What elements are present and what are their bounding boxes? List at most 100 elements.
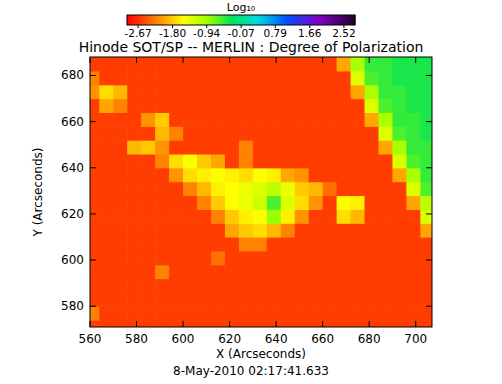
heatmap-cell xyxy=(281,292,296,306)
y-tick-label: 680 xyxy=(61,68,84,82)
colorbar-tick-label: 0.79 xyxy=(264,27,287,39)
x-tick-top xyxy=(322,57,323,63)
heatmap-cell xyxy=(225,209,240,223)
heatmap-cell xyxy=(197,154,212,168)
heatmap-cell xyxy=(99,182,114,196)
heatmap-cell xyxy=(211,154,226,168)
heatmap-cell xyxy=(90,251,100,265)
heatmap-cell xyxy=(141,237,156,251)
heatmap-cell xyxy=(392,306,407,320)
heatmap-cell xyxy=(323,265,338,279)
heatmap-cell xyxy=(420,85,432,99)
heatmap-cell xyxy=(309,85,324,99)
title: Hinode SOT/SP -- MERLIN : Degree of Pola… xyxy=(79,39,424,55)
heatmap-cell xyxy=(309,195,324,209)
heatmap-cell xyxy=(378,209,393,223)
heatmap-cell xyxy=(281,265,296,279)
heatmap-cell xyxy=(309,265,324,279)
heatmap-cell xyxy=(253,85,268,99)
heatmap-cell xyxy=(155,279,170,293)
heatmap-cell xyxy=(113,112,128,126)
heatmap-cell xyxy=(211,182,226,196)
heatmap-cell xyxy=(281,279,296,293)
heatmap-cell xyxy=(392,223,407,237)
heatmap-cell xyxy=(141,209,156,223)
heatmap-cell xyxy=(155,57,170,71)
heatmap-cell xyxy=(309,154,324,168)
heatmap-cell xyxy=(99,168,114,182)
heatmap-cell xyxy=(113,99,128,113)
heatmap-cell xyxy=(406,85,421,99)
x-tick-top xyxy=(90,57,91,63)
heatmap-cell xyxy=(337,223,352,237)
colorbar-label: Log₁₀ xyxy=(227,1,256,14)
heatmap-cell xyxy=(99,71,114,85)
heatmap-cell xyxy=(351,126,366,140)
heatmap-cell xyxy=(406,237,421,251)
heatmap-cell xyxy=(197,140,212,154)
heatmap-cell xyxy=(155,292,170,306)
heatmap-cell xyxy=(113,209,128,223)
heatmap-cell xyxy=(281,71,296,85)
heatmap-cell xyxy=(211,140,226,154)
heatmap-cell xyxy=(211,265,226,279)
heatmap-cell xyxy=(141,168,156,182)
heatmap-cell xyxy=(183,154,198,168)
x-tick-label: 680 xyxy=(358,332,381,346)
x-tick xyxy=(276,321,277,327)
heatmap-cell xyxy=(183,279,198,293)
heatmap-cell xyxy=(295,182,310,196)
heatmap-cell xyxy=(141,306,156,320)
heatmap-cell xyxy=(141,182,156,196)
heatmap-cell xyxy=(155,320,170,327)
colorbar-tick-label: -0.07 xyxy=(228,27,255,39)
heatmap-cell xyxy=(309,99,324,113)
heatmap-cell xyxy=(211,306,226,320)
heatmap-cell xyxy=(406,251,421,265)
heatmap-cell xyxy=(155,99,170,113)
heatmap-cell xyxy=(351,306,366,320)
heatmap-cell xyxy=(90,168,100,182)
y-tick xyxy=(90,167,96,168)
heatmap-cell xyxy=(392,85,407,99)
heatmap-cell xyxy=(141,251,156,265)
heatmap-cell xyxy=(323,71,338,85)
heatmap-cell xyxy=(239,209,254,223)
heatmap-cell xyxy=(127,306,142,320)
heatmap-cell xyxy=(90,292,100,306)
heatmap-cell xyxy=(90,71,100,85)
heatmap-cell xyxy=(392,292,407,306)
heatmap-cell xyxy=(365,320,380,327)
heatmap-cell xyxy=(90,85,100,99)
heatmap-cell xyxy=(127,57,142,71)
heatmap-cell xyxy=(267,223,282,237)
heatmap-cell xyxy=(90,320,100,327)
heatmap-cell xyxy=(323,154,338,168)
heatmap-cell xyxy=(295,140,310,154)
heatmap-cell xyxy=(406,320,421,327)
heatmap-cell xyxy=(267,265,282,279)
heatmap-cell xyxy=(337,292,352,306)
x-tick-top xyxy=(276,57,277,63)
heatmap-cell xyxy=(267,306,282,320)
heatmap-cell xyxy=(155,112,170,126)
heatmap-cell xyxy=(378,279,393,293)
heatmap-cell xyxy=(337,182,352,196)
heatmap-cell xyxy=(225,251,240,265)
heatmap-cell xyxy=(337,85,352,99)
heatmap-cell xyxy=(420,292,432,306)
heatmap-cell xyxy=(99,320,114,327)
heatmap-cell xyxy=(127,195,142,209)
heatmap-cell xyxy=(141,57,156,71)
y-tick-label: 620 xyxy=(61,207,84,221)
heatmap-cell xyxy=(197,279,212,293)
heatmap-cell xyxy=(365,71,380,85)
heatmap-cell xyxy=(309,57,324,71)
heatmap-cell xyxy=(323,85,338,99)
heatmap-cell xyxy=(337,195,352,209)
heatmap-cell xyxy=(253,71,268,85)
heatmap-cell xyxy=(378,140,393,154)
x-tick xyxy=(183,321,184,327)
y-tick xyxy=(90,260,96,261)
heatmap-cell xyxy=(365,223,380,237)
